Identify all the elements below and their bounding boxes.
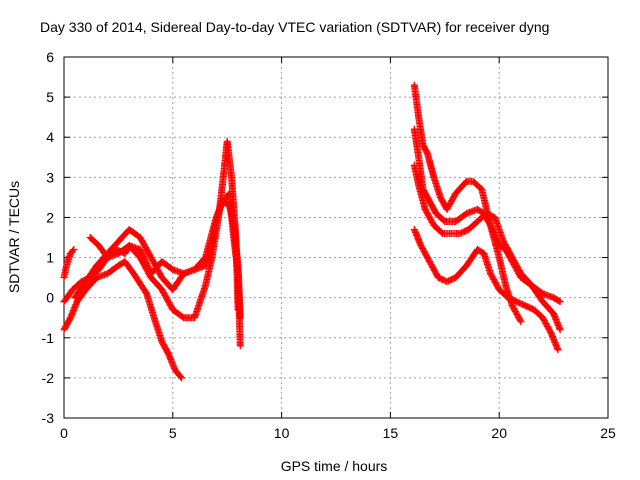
series-trace-5: [71, 197, 244, 322]
x-axis-label: GPS time / hours: [281, 458, 388, 474]
data-point: [236, 342, 244, 350]
data-point: [178, 374, 186, 382]
data-point: [555, 297, 563, 305]
y-tick-label: 2: [46, 209, 54, 225]
y-tick-label: -3: [42, 410, 55, 426]
data-point: [517, 318, 525, 326]
plot-frame: [63, 56, 609, 419]
chart-title: Day 330 of 2014, Sidereal Day-to-day VTE…: [40, 19, 549, 35]
y-tick-label: -1: [42, 330, 55, 346]
y-axis-label: SDTVAR / TECUs: [6, 181, 22, 293]
series-trace-6: [410, 81, 525, 326]
x-tick-label: 25: [600, 425, 616, 441]
data-point: [69, 247, 77, 255]
x-tick-label: 20: [491, 425, 507, 441]
data-points: [60, 81, 564, 382]
y-tick-label: 4: [46, 129, 54, 145]
data-point: [556, 326, 564, 334]
axis-ticks: 0 5 10 15 20 25 -3 -2 -1 0 1 2 3 4 5 6: [42, 49, 616, 441]
data-point: [437, 228, 445, 236]
series-trace-9: [410, 225, 562, 354]
series-trace-2: [60, 258, 186, 382]
x-tick-label: 10: [274, 425, 290, 441]
y-tick-label: 5: [46, 89, 54, 105]
y-tick-label: 3: [46, 169, 54, 185]
data-point: [70, 246, 78, 254]
series-trace-8: [410, 161, 564, 334]
y-tick-label: 6: [46, 49, 54, 65]
grid: [64, 57, 608, 418]
y-tick-label: 0: [46, 290, 54, 306]
y-tick-label: -2: [42, 370, 55, 386]
data-point: [516, 316, 524, 324]
data-point: [554, 346, 562, 354]
data-point: [176, 373, 184, 381]
data-point: [236, 314, 244, 322]
x-tick-label: 0: [60, 425, 68, 441]
series-trace-1: [60, 246, 78, 282]
y-tick-label: 1: [46, 250, 54, 266]
x-tick-label: 5: [169, 425, 177, 441]
x-tick-label: 15: [383, 425, 399, 441]
data-point: [556, 298, 564, 306]
